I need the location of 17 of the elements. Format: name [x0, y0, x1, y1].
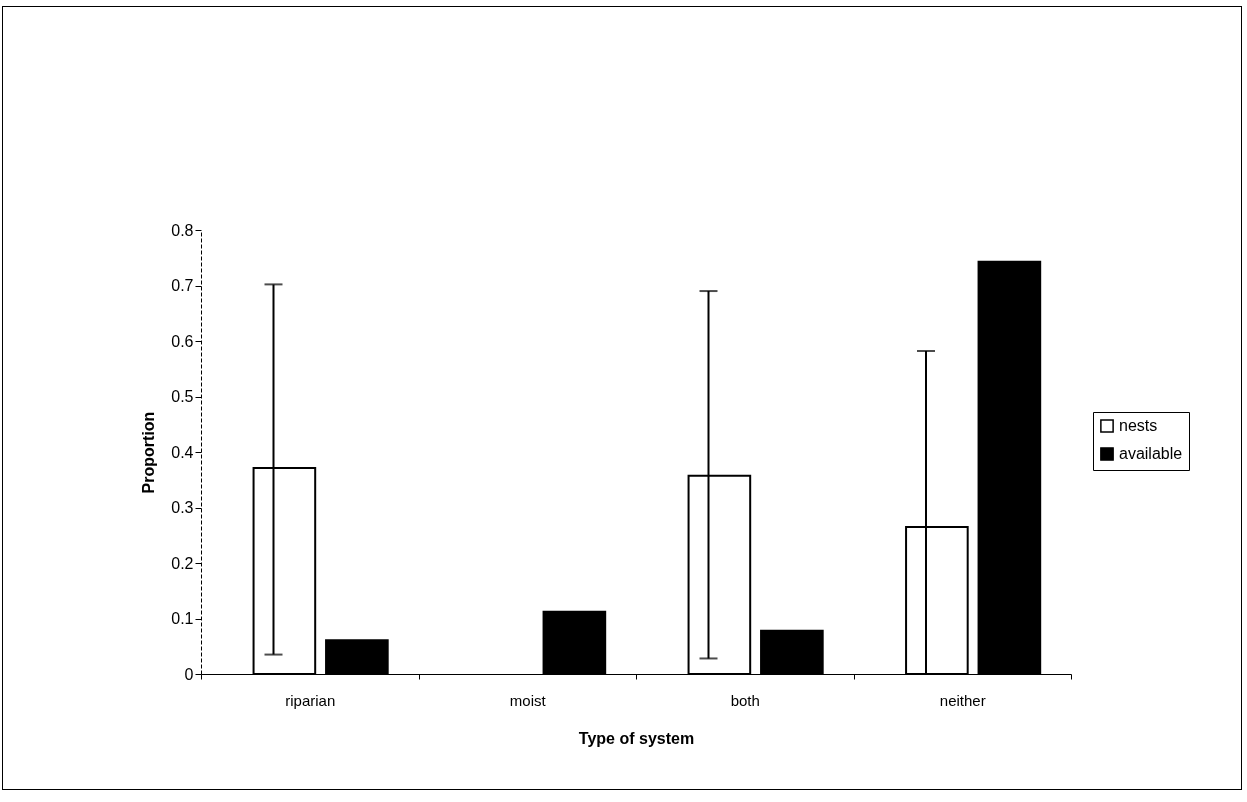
legend-label: nests — [1119, 417, 1158, 434]
x-tick-label: both — [730, 691, 760, 709]
y-tick-label: 0.2 — [171, 554, 194, 572]
x-tick-label: riparian — [285, 691, 336, 709]
y-tick-label: 0.3 — [171, 499, 194, 516]
legend-label: available — [1119, 445, 1183, 462]
y-tick-label: 0.7 — [171, 277, 194, 294]
y-tick-label: 0 — [184, 665, 194, 683]
y-tick-label: 0.4 — [171, 443, 194, 461]
y-tick-label: 0.1 — [171, 610, 194, 627]
x-tick-label: neither — [939, 691, 986, 709]
y-tick-label: 0.8 — [171, 221, 194, 239]
y-axis-title: Proportion — [140, 411, 158, 494]
x-axis-title: Type of system — [578, 729, 695, 747]
y-tick-label: 0.5 — [171, 388, 194, 405]
y-tick-label: 0.6 — [171, 332, 194, 350]
x-tick-label: moist — [509, 691, 547, 709]
